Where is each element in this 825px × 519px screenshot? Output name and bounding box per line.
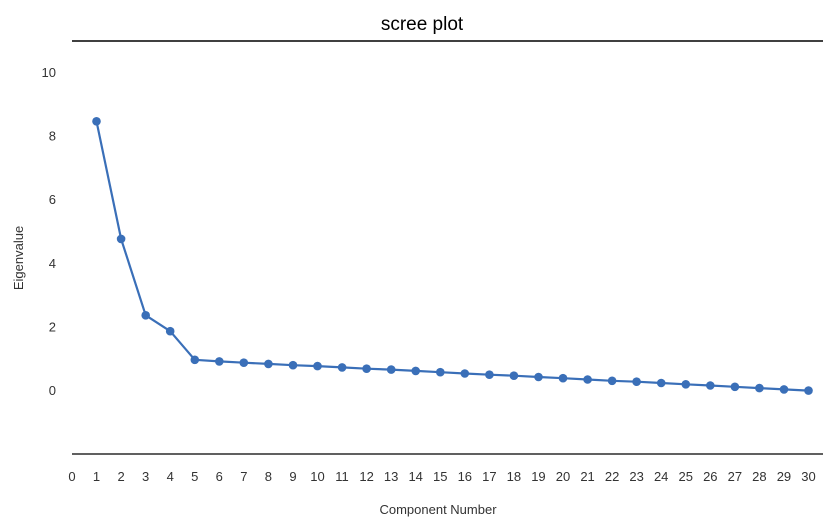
x-tick-label: 20: [556, 469, 570, 484]
data-point: [583, 375, 592, 384]
data-point: [313, 361, 322, 371]
x-tick-label: 12: [359, 469, 373, 484]
x-tick-label: 10: [310, 469, 324, 484]
y-tick-label: 0: [49, 383, 56, 398]
x-tick-label: 23: [629, 469, 643, 484]
x-tick-label: 26: [703, 469, 717, 484]
series-line: [95, 121, 809, 392]
x-tick-label: 1: [93, 469, 100, 484]
chart-title: scree plot: [381, 14, 464, 35]
data-point: [706, 381, 715, 390]
x-tick-label: 2: [117, 469, 124, 484]
y-tick-label: 8: [49, 129, 56, 144]
data-point: [239, 358, 249, 368]
x-tick-label: 19: [531, 469, 545, 484]
x-axis-label: Component Number: [379, 502, 497, 517]
data-point: [215, 357, 224, 366]
x-tick-labels: 0 1 2 3 4 5 6 7 8 9 10 11 12 13 14 15 16 17 18 19 20 21 22 23 24…: [68, 469, 815, 484]
data-point: [92, 117, 101, 126]
x-tick-label: 8: [265, 469, 272, 484]
data-point: [509, 371, 519, 381]
x-tick-label: 17: [482, 469, 496, 484]
x-tick-label: 13: [384, 469, 398, 484]
x-tick-label: 4: [167, 469, 174, 484]
x-tick-label: 30: [801, 469, 815, 484]
data-point: [779, 385, 789, 394]
data-point: [607, 376, 617, 386]
series-layer: [92, 117, 813, 395]
data-point: [558, 373, 568, 383]
data-point: [165, 326, 175, 336]
data-point: [264, 359, 273, 369]
data-point: [190, 355, 200, 365]
x-tick-label: 27: [728, 469, 742, 484]
x-tick-label: 22: [605, 469, 619, 484]
data-point: [534, 372, 543, 382]
data-point: [730, 382, 740, 392]
data-point: [141, 311, 150, 320]
y-axis-label: Eigenvalue: [11, 226, 26, 290]
data-point: [460, 369, 470, 378]
x-tick-label: 11: [335, 469, 349, 484]
x-tick-label: 3: [142, 469, 149, 484]
data-point: [656, 378, 666, 388]
y-tick-label: 4: [49, 256, 56, 271]
data-point: [362, 364, 371, 374]
data-point: [804, 386, 813, 395]
x-tick-label: 18: [507, 469, 521, 484]
data-point: [288, 360, 298, 370]
data-point: [337, 363, 347, 372]
data-point: [755, 383, 764, 393]
data-point: [632, 377, 641, 387]
data-point: [436, 367, 445, 377]
x-tick-label: 21: [580, 469, 594, 484]
data-point: [386, 365, 396, 374]
x-tick-label: 29: [777, 469, 791, 484]
y-tick-label: 10: [42, 65, 56, 80]
x-tick-label: 5: [191, 469, 198, 484]
y-tick-label: 2: [49, 319, 56, 334]
x-tick-label: 6: [216, 469, 223, 484]
y-tick-labels: 0 2 4 6 8 10: [42, 65, 56, 398]
x-tick-label: 28: [752, 469, 766, 484]
data-point: [116, 234, 126, 244]
x-tick-label: 9: [289, 469, 296, 484]
x-tick-label: 16: [458, 469, 472, 484]
x-tick-label: 15: [433, 469, 447, 484]
x-tick-label: 0: [68, 469, 75, 484]
data-point: [681, 380, 691, 389]
x-tick-label: 24: [654, 469, 668, 484]
data-point: [485, 370, 494, 380]
data-point: [411, 366, 421, 376]
x-tick-label: 25: [679, 469, 693, 484]
y-tick-label: 6: [49, 192, 56, 207]
x-tick-label: 7: [240, 469, 247, 484]
x-tick-label: 14: [408, 469, 422, 484]
